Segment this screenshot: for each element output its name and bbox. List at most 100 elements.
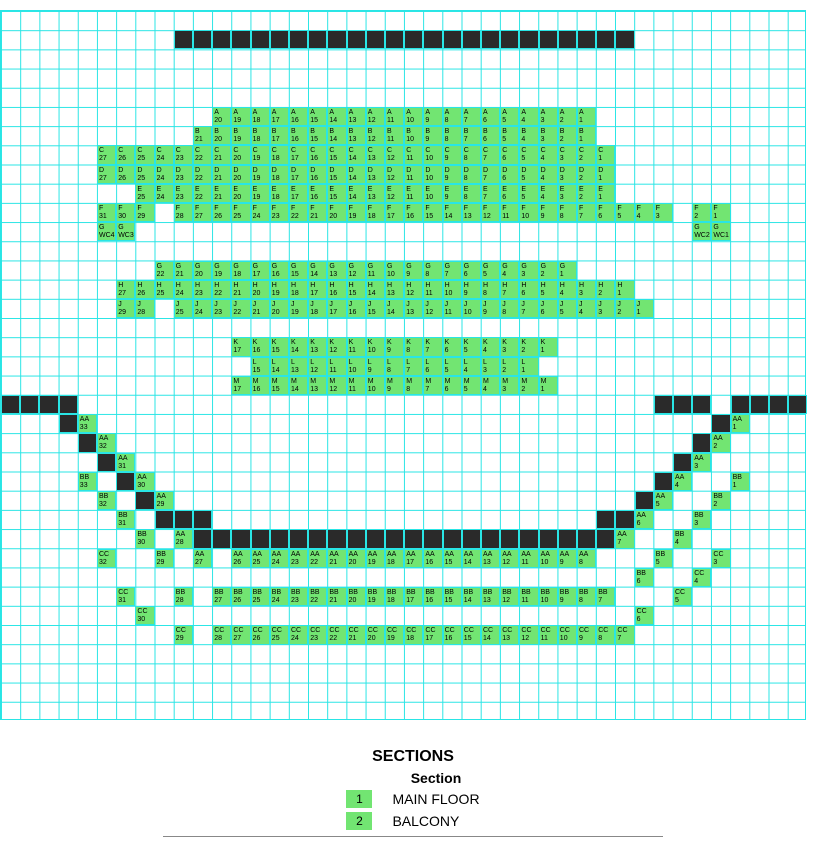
- seat-D-11[interactable]: D11: [404, 165, 423, 184]
- seat-AA-16[interactable]: AA16: [423, 549, 442, 568]
- seat-M-3[interactable]: M3: [500, 376, 519, 395]
- seat-K-5[interactable]: K5: [462, 337, 481, 356]
- seat-AA-6[interactable]: AA6: [635, 510, 654, 529]
- seat-F-3[interactable]: F3: [654, 203, 673, 222]
- seat-C-5[interactable]: C5: [519, 145, 538, 164]
- seat-CC-28[interactable]: CC28: [212, 625, 231, 644]
- seat-F-27[interactable]: F27: [193, 203, 212, 222]
- seat-L-11[interactable]: L11: [327, 357, 346, 376]
- seat-D-27[interactable]: D27: [97, 165, 116, 184]
- seat-CC-5[interactable]: CC5: [673, 587, 692, 606]
- seat-F-17[interactable]: F17: [385, 203, 404, 222]
- seat-H-20[interactable]: H20: [251, 280, 270, 299]
- seat-F-5[interactable]: F5: [615, 203, 634, 222]
- seat-B-19[interactable]: B19: [231, 126, 250, 145]
- seat-M-1[interactable]: M1: [539, 376, 558, 395]
- seat-A-20[interactable]: A20: [212, 107, 231, 126]
- seat-AA-5[interactable]: AA5: [654, 491, 673, 510]
- seat-H-19[interactable]: H19: [270, 280, 289, 299]
- seat-B-15[interactable]: B15: [308, 126, 327, 145]
- seat-G-18[interactable]: G18: [231, 261, 250, 280]
- seat-BB-19[interactable]: BB19: [366, 587, 385, 606]
- seat-CC-15[interactable]: CC15: [462, 625, 481, 644]
- seat-AA-20[interactable]: AA20: [347, 549, 366, 568]
- seat-D-4[interactable]: D4: [539, 165, 558, 184]
- seat-BB-6[interactable]: BB6: [635, 568, 654, 587]
- seat-J-18[interactable]: J18: [308, 299, 327, 318]
- seat-AA-30[interactable]: AA30: [135, 472, 154, 491]
- seat-B-16[interactable]: B16: [289, 126, 308, 145]
- seat-J-23[interactable]: J23: [212, 299, 231, 318]
- seat-K-16[interactable]: K16: [251, 337, 270, 356]
- seat-H-26[interactable]: H26: [135, 280, 154, 299]
- seat-F-15[interactable]: F15: [423, 203, 442, 222]
- seat-F-28[interactable]: F28: [174, 203, 193, 222]
- seat-CC-27[interactable]: CC27: [231, 625, 250, 644]
- seat-F-1[interactable]: F1: [711, 203, 730, 222]
- seat-H-3[interactable]: H3: [577, 280, 596, 299]
- seat-J-6[interactable]: J6: [539, 299, 558, 318]
- seat-E-1[interactable]: E1: [596, 184, 615, 203]
- seat-AA-24[interactable]: AA24: [270, 549, 289, 568]
- seat-BB-3[interactable]: BB3: [692, 510, 711, 529]
- seat-A-14[interactable]: A14: [327, 107, 346, 126]
- seat-M-4[interactable]: M4: [481, 376, 500, 395]
- seat-CC-12[interactable]: CC12: [519, 625, 538, 644]
- seat-BB-1[interactable]: BB1: [731, 472, 750, 491]
- seat-J-12[interactable]: J12: [423, 299, 442, 318]
- seat-C-11[interactable]: C11: [404, 145, 423, 164]
- seat-G-WC4[interactable]: GWC4: [97, 222, 116, 241]
- seat-L-13[interactable]: L13: [289, 357, 308, 376]
- seat-E-16[interactable]: E16: [308, 184, 327, 203]
- seat-BB-21[interactable]: BB21: [327, 587, 346, 606]
- seat-AA-28[interactable]: AA28: [174, 529, 193, 548]
- seat-AA-9[interactable]: AA9: [558, 549, 577, 568]
- seat-AA-26[interactable]: AA26: [231, 549, 250, 568]
- seat-B-10[interactable]: B10: [404, 126, 423, 145]
- seat-BB-32[interactable]: BB32: [97, 491, 116, 510]
- seat-D-19[interactable]: D19: [251, 165, 270, 184]
- seat-A-18[interactable]: A18: [251, 107, 270, 126]
- seat-E-22[interactable]: E22: [193, 184, 212, 203]
- seat-E-19[interactable]: E19: [251, 184, 270, 203]
- seat-H-8[interactable]: H8: [481, 280, 500, 299]
- seat-L-4[interactable]: L4: [462, 357, 481, 376]
- seat-K-7[interactable]: K7: [423, 337, 442, 356]
- seat-F-19[interactable]: F19: [347, 203, 366, 222]
- seat-G-5[interactable]: G5: [481, 261, 500, 280]
- seat-J-16[interactable]: J16: [347, 299, 366, 318]
- seat-A-16[interactable]: A16: [289, 107, 308, 126]
- seat-C-18[interactable]: C18: [270, 145, 289, 164]
- seat-A-15[interactable]: A15: [308, 107, 327, 126]
- seat-AA-22[interactable]: AA22: [308, 549, 327, 568]
- seat-L-15[interactable]: L15: [251, 357, 270, 376]
- seat-AA-7[interactable]: AA7: [615, 529, 634, 548]
- seat-D-5[interactable]: D5: [519, 165, 538, 184]
- seat-C-24[interactable]: C24: [155, 145, 174, 164]
- seat-H-10[interactable]: H10: [443, 280, 462, 299]
- seat-F-8[interactable]: F8: [558, 203, 577, 222]
- seat-CC-25[interactable]: CC25: [270, 625, 289, 644]
- seat-C-6[interactable]: C6: [500, 145, 519, 164]
- seat-AA-18[interactable]: AA18: [385, 549, 404, 568]
- seat-F-9[interactable]: F9: [539, 203, 558, 222]
- seat-G-22[interactable]: G22: [155, 261, 174, 280]
- seat-D-22[interactable]: D22: [193, 165, 212, 184]
- seat-C-17[interactable]: C17: [289, 145, 308, 164]
- seat-E-3[interactable]: E3: [558, 184, 577, 203]
- seat-L-14[interactable]: L14: [270, 357, 289, 376]
- seat-J-14[interactable]: J14: [385, 299, 404, 318]
- seat-G-11[interactable]: G11: [366, 261, 385, 280]
- seat-AA-15[interactable]: AA15: [443, 549, 462, 568]
- seat-C-2[interactable]: C2: [577, 145, 596, 164]
- seat-A-19[interactable]: A19: [231, 107, 250, 126]
- seat-D-14[interactable]: D14: [347, 165, 366, 184]
- seat-G-8[interactable]: G8: [423, 261, 442, 280]
- seat-J-29[interactable]: J29: [116, 299, 135, 318]
- seat-D-21[interactable]: D21: [212, 165, 231, 184]
- seat-D-17[interactable]: D17: [289, 165, 308, 184]
- seat-K-13[interactable]: K13: [308, 337, 327, 356]
- seat-K-12[interactable]: K12: [327, 337, 346, 356]
- seat-C-10[interactable]: C10: [423, 145, 442, 164]
- seat-E-17[interactable]: E17: [289, 184, 308, 203]
